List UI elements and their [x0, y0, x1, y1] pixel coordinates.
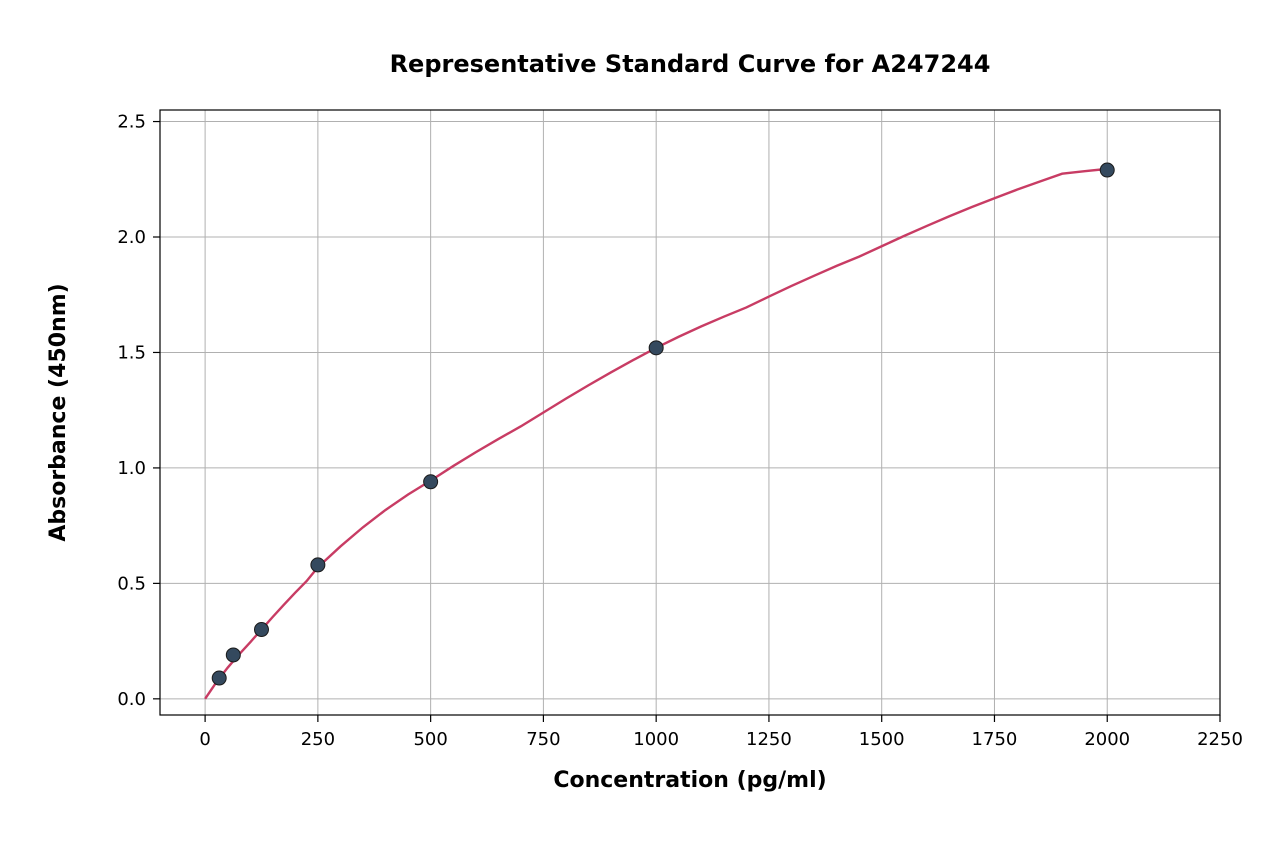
y-tick-label: 2.0 [117, 227, 146, 248]
x-tick-label: 2250 [1197, 729, 1243, 750]
y-tick-label: 1.5 [117, 342, 146, 363]
x-tick-label: 1500 [859, 729, 905, 750]
chart-title: Representative Standard Curve for A24724… [390, 50, 991, 78]
x-tick-label: 1750 [972, 729, 1018, 750]
x-axis-label: Concentration (pg/ml) [553, 768, 826, 793]
data-point [311, 558, 325, 572]
data-point [226, 648, 240, 662]
x-tick-label: 0 [199, 729, 210, 750]
x-tick-label: 1000 [633, 729, 679, 750]
chart-container: 0 250 500 750 1000 1250 1500 1750 2000 2250 0.0 0.5… [0, 0, 1280, 845]
x-tick-label: 500 [413, 729, 447, 750]
standard-curve-chart: 0 250 500 750 1000 1250 1500 1750 2000 2250 0.0 0.5… [0, 0, 1280, 845]
y-tick-label: 0.5 [117, 573, 146, 594]
data-point [649, 341, 663, 355]
data-point [1100, 163, 1114, 177]
y-axis-label: Absorbance (450nm) [46, 283, 71, 541]
x-tick-label: 250 [301, 729, 335, 750]
x-tick-label: 1250 [746, 729, 792, 750]
y-tick-label: 1.0 [117, 458, 146, 479]
data-point [212, 671, 226, 685]
data-point [254, 623, 268, 637]
chart-background [0, 0, 1280, 845]
y-tick-label: 2.5 [117, 112, 146, 133]
x-tick-label: 750 [526, 729, 560, 750]
x-tick-label: 2000 [1084, 729, 1130, 750]
data-point [424, 475, 438, 489]
y-tick-label: 0.0 [117, 689, 146, 710]
